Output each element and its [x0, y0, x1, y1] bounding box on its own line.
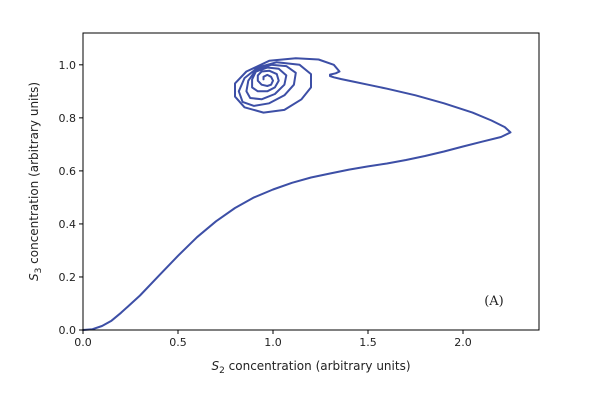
y-axis-label-rest: concentration (arbitrary units) — [27, 82, 41, 268]
y-tick-label: 0.8 — [59, 112, 77, 125]
x-tick-label: 1.5 — [359, 336, 377, 349]
x-axis-label: S2 concentration (arbitrary units) — [211, 359, 410, 376]
y-tick-label: 0.6 — [59, 165, 77, 178]
axes-frame — [82, 32, 540, 331]
trajectory-line — [82, 57, 512, 331]
y-axis-label-sub: 3 — [34, 268, 44, 274]
x-tick-label: 0.0 — [74, 336, 92, 349]
y-tick-label: 0.4 — [59, 218, 77, 231]
x-axis-label-sub: 2 — [219, 366, 225, 376]
panel-annotation: (A) — [484, 294, 504, 309]
x-tick-label: 1.0 — [264, 336, 282, 349]
axes: 0.0 0.5 1.0 1.5 2.0 0.0 0.2 0.4 0.6 0.8 1.0 — [59, 32, 540, 349]
x-axis-label-rest: concentration (arbitrary units) — [225, 359, 411, 373]
plot-area — [82, 57, 512, 331]
x-tick-label: 0.5 — [169, 336, 187, 349]
y-axis-label-main: S — [27, 273, 41, 281]
y-tick-label: 1.0 — [59, 59, 77, 72]
x-tick-label: 2.0 — [454, 336, 472, 349]
y-tick-label: 0.2 — [59, 271, 77, 284]
y-axis-label: S3 concentration (arbitrary units) — [27, 82, 44, 281]
y-tick-label: 0.0 — [59, 324, 77, 337]
x-axis-label-main: S — [211, 359, 219, 373]
